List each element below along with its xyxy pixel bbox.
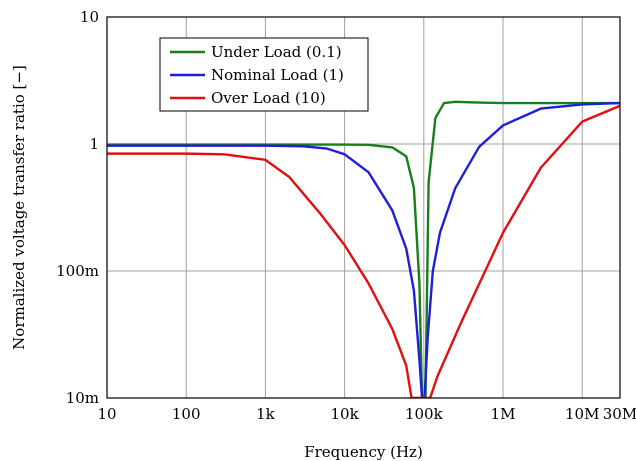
x-tick-label: 1M <box>491 405 516 423</box>
series-line-2 <box>107 104 620 398</box>
legend-label: Over Load (10) <box>211 89 326 107</box>
x-tick-label: 100 <box>172 405 201 423</box>
legend-label: Under Load (0.1) <box>211 43 342 61</box>
x-axis-label: Frequency (Hz) <box>304 443 423 461</box>
y-tick-label: 10m <box>66 389 99 407</box>
y-axis-label: Normalized voltage transfer ratio [−] <box>10 65 28 350</box>
series-lines <box>107 100 620 398</box>
x-tick-label: 1k <box>256 405 276 423</box>
x-tick-label: 100k <box>405 405 444 423</box>
x-tick-label: 30M <box>603 405 636 423</box>
legend: Under Load (0.1) Nominal Load (1) Over Loa… <box>159 37 369 112</box>
x-tick-label: 10M <box>565 405 599 423</box>
y-tick-label: 10 <box>80 8 99 26</box>
y-tick-label: 100m <box>56 262 99 280</box>
tick-labels: 10 100 1k 10k 100k 1M 10M 30M 10m 100m 1 10 <box>56 8 636 423</box>
series-line-0 <box>107 100 620 398</box>
y-tick-label: 1 <box>89 135 99 153</box>
plot-frame <box>106 16 621 399</box>
legend-label: Nominal Load (1) <box>211 66 344 84</box>
x-tick-label: 10k <box>331 405 360 423</box>
series-line-1 <box>107 101 620 398</box>
x-tick-label: 10 <box>97 405 116 423</box>
